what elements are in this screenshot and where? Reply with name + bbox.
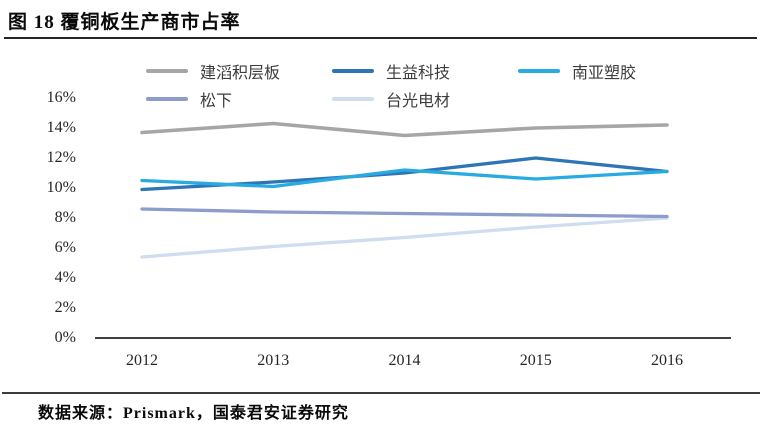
legend-line-swatch bbox=[332, 96, 374, 101]
legend-item-1: 生益科技 bbox=[332, 60, 518, 82]
y-tick-label: 12% bbox=[46, 149, 76, 166]
title-divider bbox=[4, 37, 757, 39]
series-line-2 bbox=[140, 168, 669, 189]
y-tick-label: 16% bbox=[46, 89, 76, 106]
figure-title: 图 18 覆铜板生产商市占率 bbox=[8, 12, 241, 33]
legend-item-0: 建滔积层板 bbox=[146, 60, 332, 82]
legend-item-4: 台光电材 bbox=[332, 88, 518, 110]
legend-line-swatch bbox=[518, 68, 560, 73]
x-tick-label: 2015 bbox=[519, 352, 552, 369]
x-tick-label: 2012 bbox=[126, 352, 158, 369]
y-tick-label: 0% bbox=[54, 329, 76, 346]
chart-legend: 建滔积层板 生益科技 南亚塑胶松下 台光电材 bbox=[146, 60, 704, 110]
legend-label: 南亚塑胶 bbox=[572, 64, 637, 82]
legend-line-swatch bbox=[332, 68, 374, 73]
legend-item-3: 松下 bbox=[146, 88, 332, 110]
y-tick-label: 8% bbox=[54, 209, 76, 226]
y-tick-label: 10% bbox=[46, 179, 76, 196]
x-tick-label: 2014 bbox=[388, 352, 421, 369]
legend-line-swatch bbox=[146, 96, 188, 101]
y-tick-label: 2% bbox=[54, 299, 76, 316]
y-tick-label: 6% bbox=[54, 239, 76, 256]
source-divider bbox=[2, 392, 760, 394]
legend-label: 台光电材 bbox=[386, 92, 451, 110]
series-line-3 bbox=[140, 207, 669, 219]
legend-label: 生益科技 bbox=[386, 64, 451, 82]
series-line-0 bbox=[140, 121, 669, 138]
legend-line-swatch bbox=[146, 68, 188, 73]
series-line-1 bbox=[140, 156, 669, 192]
x-tick-label: 2013 bbox=[257, 352, 290, 369]
legend-label: 松下 bbox=[200, 92, 233, 110]
source-note: 数据来源：Prismark，国泰君安证券研究 bbox=[38, 405, 349, 422]
legend-label: 建滔积层板 bbox=[200, 64, 281, 82]
x-tick-label: 2016 bbox=[651, 352, 683, 369]
legend-item-2: 南亚塑胶 bbox=[518, 60, 704, 82]
y-tick-label: 14% bbox=[46, 119, 76, 136]
series-line-4 bbox=[140, 216, 669, 259]
y-tick-label: 4% bbox=[54, 269, 76, 286]
